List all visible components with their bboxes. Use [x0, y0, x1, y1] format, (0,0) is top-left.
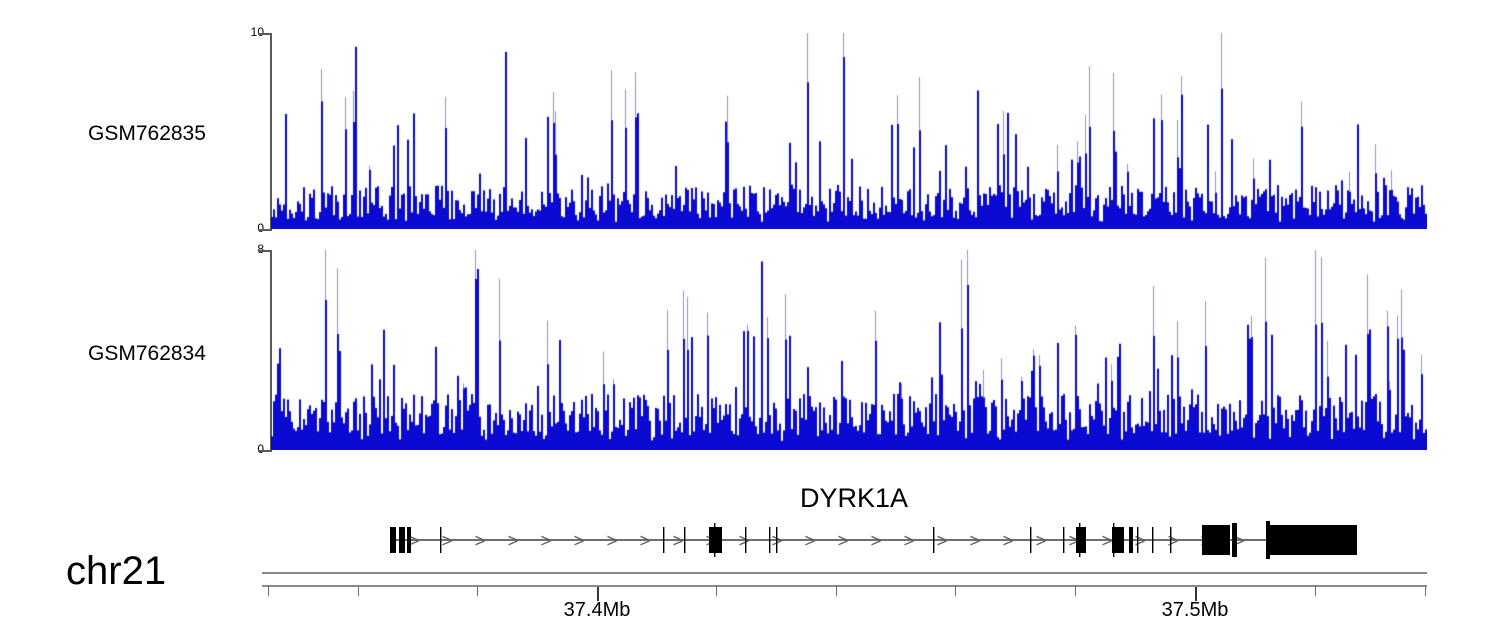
signal-plot-gsm762835: [271, 33, 1427, 229]
strand-arrow-icon: >: [903, 531, 914, 552]
ruler-minor-tick: [1075, 587, 1076, 596]
strand-arrow-icon: >: [1035, 531, 1046, 552]
strand-arrow-icon: >: [1068, 531, 1079, 552]
axis-bottom-tick-track2: [258, 450, 271, 452]
axis-top-tick-track1: [258, 33, 271, 35]
gene-exon[interactable]: [407, 527, 411, 553]
strand-arrow-icon: >: [804, 531, 815, 552]
track-label-gsm762834: GSM762834: [88, 342, 206, 365]
ruler-tick-label: 37.4Mb: [563, 599, 631, 621]
axis-top-tick-track2: [258, 250, 271, 252]
gene-exon[interactable]: [745, 527, 747, 553]
gene-exon[interactable]: [714, 523, 716, 557]
strand-arrow-icon: >: [540, 531, 551, 552]
strand-arrow-icon: >: [936, 531, 947, 552]
strand-arrow-icon: >: [738, 531, 749, 552]
gene-exon[interactable]: [1076, 527, 1086, 553]
strand-arrow-icon: >: [1233, 531, 1244, 552]
signal-canvas-gsm762834: [271, 250, 1427, 450]
axis-min-label-track2: 0: [257, 442, 264, 456]
track-label-gsm762835: GSM762835: [88, 122, 206, 145]
axis-min-label-track1: 0: [257, 221, 264, 235]
axis-max-label-track2: 8: [257, 242, 264, 256]
gene-exon[interactable]: [1232, 523, 1237, 557]
gene-exon[interactable]: [1079, 523, 1081, 557]
ruler-minor-tick: [1425, 587, 1426, 596]
strand-arrow-icon: >: [969, 531, 980, 552]
gene-exon[interactable]: [1129, 527, 1133, 553]
ruler-minor-tick: [477, 587, 478, 596]
ruler-tick-label: 37.5Mb: [1161, 599, 1229, 621]
strand-arrow-icon: >: [870, 531, 881, 552]
ruler-top-line: [262, 572, 1427, 574]
strand-arrow-icon: >: [1002, 531, 1013, 552]
gene-exon[interactable]: [663, 527, 665, 553]
gene-exon[interactable]: [399, 527, 405, 553]
strand-arrow-icon: >: [606, 531, 617, 552]
strand-arrow-icon: >: [672, 531, 683, 552]
gene-exon[interactable]: [933, 527, 935, 553]
strand-arrow-icon: >: [474, 531, 485, 552]
gene-exon[interactable]: [1137, 527, 1139, 553]
gene-exon[interactable]: [776, 527, 778, 553]
gene-exon[interactable]: [1202, 525, 1230, 555]
strand-arrow-icon: >: [507, 531, 518, 552]
chromosome-label: chr21: [66, 549, 167, 593]
strand-arrow-icon: >: [1167, 531, 1178, 552]
signal-canvas-gsm762835: [271, 33, 1427, 229]
gene-exon[interactable]: [1030, 527, 1032, 553]
ruler-minor-tick: [716, 587, 717, 596]
strand-arrow-icon: >: [441, 531, 452, 552]
strand-arrow-icon: >: [639, 531, 650, 552]
gene-exon[interactable]: [1112, 527, 1124, 553]
ruler-minor-tick: [268, 587, 269, 596]
gene-exon[interactable]: [440, 527, 442, 553]
gene-exon[interactable]: [709, 527, 722, 553]
ruler-major-tick: [1195, 587, 1197, 601]
strand-arrow-icon: >: [1134, 531, 1145, 552]
gene-exon[interactable]: [390, 527, 396, 553]
gene-exon[interactable]: [1113, 523, 1115, 557]
strand-arrow-icon: >: [573, 531, 584, 552]
ruler-minor-tick: [1315, 587, 1316, 596]
axis-bottom-tick-track1: [258, 229, 271, 231]
ruler-minor-tick: [955, 587, 956, 596]
strand-arrow-icon: >: [1101, 531, 1112, 552]
gene-exon[interactable]: [684, 527, 686, 553]
strand-arrow-icon: >: [408, 531, 419, 552]
gene-exon[interactable]: [769, 527, 771, 553]
gene-exon[interactable]: [1170, 527, 1172, 553]
axis-max-label-track1: 10: [250, 25, 264, 39]
ruler-axis-line: [262, 585, 1427, 587]
signal-plot-gsm762834: [271, 250, 1427, 450]
gene-exon[interactable]: [1268, 525, 1357, 555]
gene-exon[interactable]: [1063, 527, 1065, 553]
ruler-minor-tick: [836, 587, 837, 596]
ruler-major-tick: [597, 587, 599, 601]
strand-arrow-icon: >: [837, 531, 848, 552]
gene-exon[interactable]: [1152, 527, 1154, 553]
gene-exon[interactable]: [1266, 521, 1270, 559]
gene-name-label: DYRK1A: [800, 483, 909, 513]
ruler-minor-tick: [358, 587, 359, 596]
